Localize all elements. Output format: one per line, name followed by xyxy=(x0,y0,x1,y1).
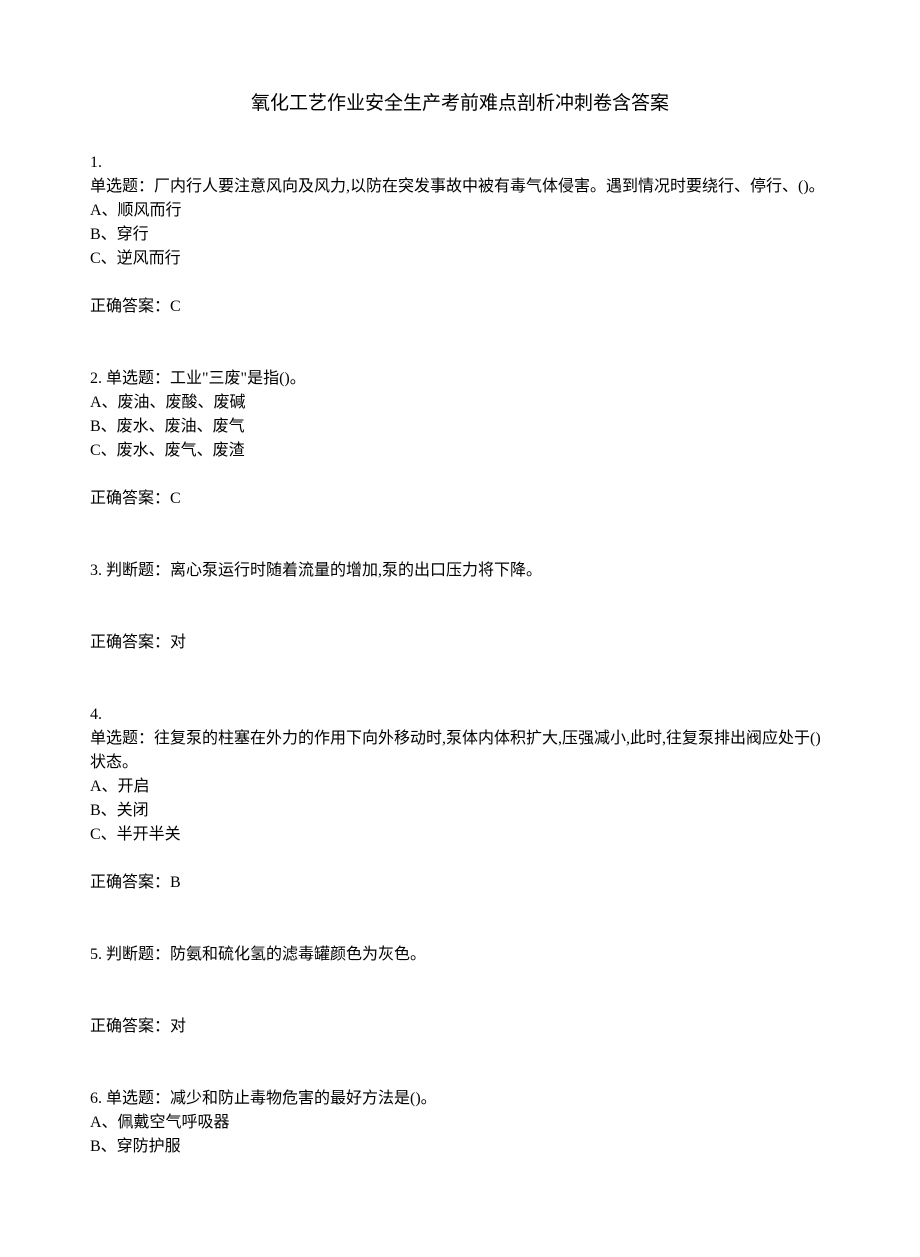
question-text: 单选题：往复泵的柱塞在外力的作用下向外移动时,泵体内体积扩大,压强减小,此时,往… xyxy=(90,727,830,775)
question-4: 4. 单选题：往复泵的柱塞在外力的作用下向外移动时,泵体内体积扩大,压强减小,此… xyxy=(90,703,830,895)
option-b: B、穿行 xyxy=(90,223,830,247)
question-1: 1. 单选题：厂内行人要注意风向及风力,以防在突发事故中被有毒气体侵害。遇到情况… xyxy=(90,151,830,319)
option-a: A、佩戴空气呼吸器 xyxy=(90,1111,830,1135)
answer: 正确答案：B xyxy=(90,871,830,895)
question-line: 2. 单选题：工业"三废"是指()。 xyxy=(90,367,830,391)
option-b: B、废水、废油、废气 xyxy=(90,415,830,439)
option-a: A、废油、废酸、废碱 xyxy=(90,391,830,415)
question-3: 3. 判断题：离心泵运行时随着流量的增加,泵的出口压力将下降。 正确答案：对 xyxy=(90,559,830,655)
answer: 正确答案：对 xyxy=(90,631,830,655)
question-line: 5. 判断题：防氨和硫化氢的滤毒罐颜色为灰色。 xyxy=(90,943,830,967)
option-c: C、半开半关 xyxy=(90,823,830,847)
question-line: 3. 判断题：离心泵运行时随着流量的增加,泵的出口压力将下降。 xyxy=(90,559,830,583)
answer: 正确答案：对 xyxy=(90,1015,830,1039)
option-b: B、穿防护服 xyxy=(90,1135,830,1159)
option-b: B、关闭 xyxy=(90,799,830,823)
question-line: 6. 单选题：减少和防止毒物危害的最好方法是()。 xyxy=(90,1087,830,1111)
question-2: 2. 单选题：工业"三废"是指()。 A、废油、废酸、废碱 B、废水、废油、废气… xyxy=(90,367,830,511)
answer: 正确答案：C xyxy=(90,295,830,319)
question-5: 5. 判断题：防氨和硫化氢的滤毒罐颜色为灰色。 正确答案：对 xyxy=(90,943,830,1039)
question-6: 6. 单选题：减少和防止毒物危害的最好方法是()。 A、佩戴空气呼吸器 B、穿防… xyxy=(90,1087,830,1159)
answer: 正确答案：C xyxy=(90,487,830,511)
question-text: 单选题：厂内行人要注意风向及风力,以防在突发事故中被有毒气体侵害。遇到情况时要绕… xyxy=(90,175,830,199)
option-a: A、顺风而行 xyxy=(90,199,830,223)
option-a: A、开启 xyxy=(90,775,830,799)
question-number: 1. xyxy=(90,151,830,175)
document-title: 氧化工艺作业安全生产考前难点剖析冲刺卷含答案 xyxy=(90,90,830,119)
option-c: C、废水、废气、废渣 xyxy=(90,439,830,463)
question-number: 4. xyxy=(90,703,830,727)
option-c: C、逆风而行 xyxy=(90,247,830,271)
